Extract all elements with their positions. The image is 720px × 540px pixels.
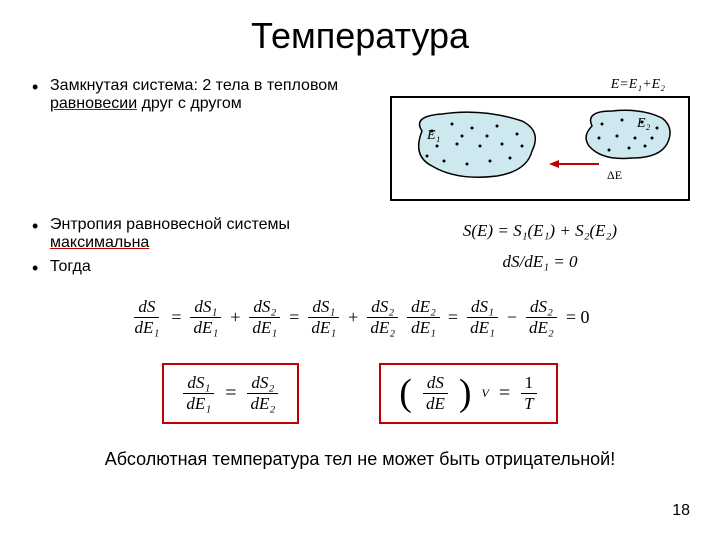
red-box-left: dS₁dE₁ = dS₂dE₂ — [162, 363, 299, 424]
footer-statement: Абсолютная температура тел не может быть… — [30, 449, 690, 470]
diagram-top-label: E=E₁+E₂ — [390, 77, 690, 93]
frac-2: dS₁dE₁ — [189, 297, 222, 338]
page-number: 18 — [672, 502, 690, 520]
delta-e-label: ΔE — [607, 168, 622, 183]
eq-deriv-zero: dS/dE₁ = 0 — [390, 247, 690, 278]
frac-7: dS₁dE₁ — [466, 297, 499, 338]
entropy-equations: S(E) = S₁(E₁) + S₂(E₂) dS/dE₁ = 0 — [390, 216, 690, 282]
bullet-3: Тогда — [50, 258, 370, 276]
blob-1 — [402, 106, 547, 186]
frac-5: dS₂dE₂ — [366, 297, 399, 338]
frac-3: dS₂dE₁ — [248, 297, 281, 338]
bullet-block-1: Замкнутая система: 2 тела в тепловом рав… — [30, 77, 370, 201]
bullet-1-underlined: равновесии — [50, 95, 137, 112]
bullet-1-pre: Замкнутая система: 2 тела в тепловом — [50, 77, 338, 94]
blob-2-label: E₂ — [637, 116, 650, 132]
eq-equals-zero: = 0 — [566, 307, 590, 328]
bullet-block-2: Энтропия равновесной системы максимальна… — [30, 216, 370, 282]
bullet-1-post: друг с другом — [137, 95, 242, 112]
energy-arrow — [547, 156, 602, 172]
bullet-2: Энтропия равновесной системы максимальна — [50, 216, 370, 252]
eq-entropy: S(E) = S₁(E₁) + S₂(E₂) — [390, 216, 690, 247]
mid-row: Энтропия равновесной системы максимальна… — [30, 216, 690, 282]
diagram-box: E₁ E₂ ΔE — [390, 96, 690, 201]
frac-1: dSdE₁ — [131, 297, 164, 338]
blob-1-label: E₁ — [427, 128, 440, 144]
bullet-2-pre: Энтропия равновесной системы — [50, 216, 290, 233]
derivation-equation: dSdE₁ = dS₁dE₁ + dS₂dE₁ = dS₁dE₁ + dS₂dE… — [30, 297, 690, 338]
red-box-right: ( dSdE )V = 1T — [379, 363, 557, 424]
diagram-area: E=E₁+E₂ E₁ E₂ ΔE — [390, 77, 690, 201]
slide-title: Температура — [30, 15, 690, 57]
boxed-equations-row: dS₁dE₁ = dS₂dE₂ ( dSdE )V = 1T — [30, 363, 690, 424]
top-row: Замкнутая система: 2 тела в тепловом рав… — [30, 77, 690, 201]
frac-8: dS₂dE₂ — [525, 297, 558, 338]
frac-4: dS₁dE₁ — [307, 297, 340, 338]
bullet-1: Замкнутая система: 2 тела в тепловом рав… — [50, 77, 370, 113]
frac-6: dE₂dE₁ — [407, 297, 440, 338]
bullet-2-underlined: максимальна — [50, 234, 149, 251]
